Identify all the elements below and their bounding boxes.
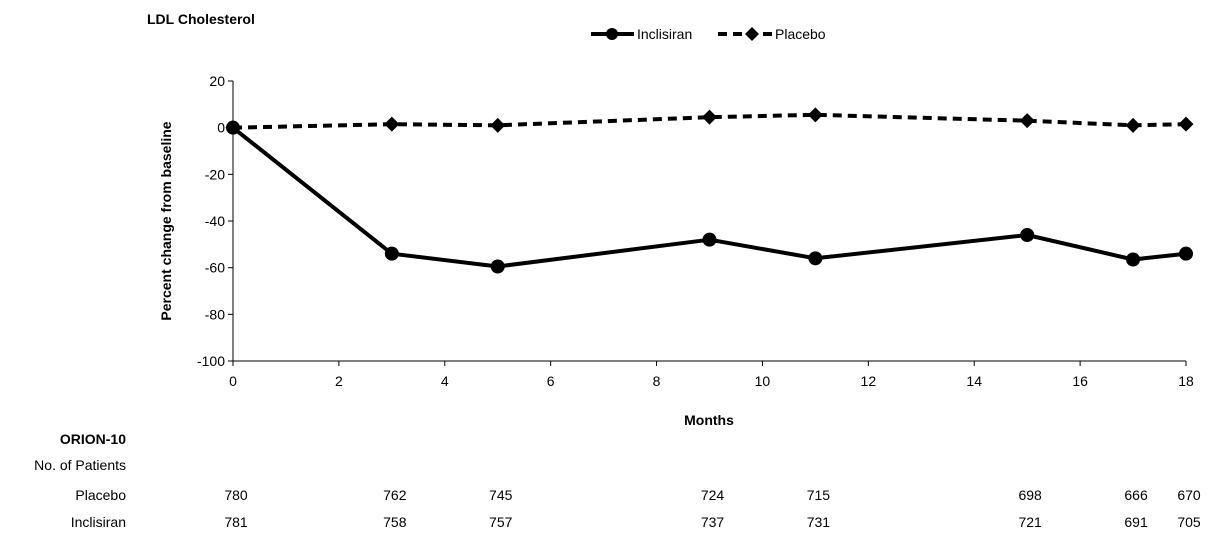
x-axis-label: Months xyxy=(684,412,734,428)
y-tick-label: -100 xyxy=(197,353,225,369)
table-cell-inclisiran: 691 xyxy=(1124,514,1148,530)
table-cell-placebo: 666 xyxy=(1124,487,1148,503)
point-inclisiran xyxy=(808,251,823,266)
x-tick-label: 10 xyxy=(755,373,771,389)
y-tick-label: 0 xyxy=(217,120,225,136)
x-tick-label: 16 xyxy=(1072,373,1088,389)
x-tick-label: 0 xyxy=(229,373,237,389)
table-cell-inclisiran: 705 xyxy=(1177,514,1201,530)
series-line-inclisiran xyxy=(231,126,1187,269)
point-placebo xyxy=(1125,117,1141,133)
point-placebo xyxy=(702,109,717,125)
point-placebo xyxy=(1178,116,1194,132)
point-placebo xyxy=(1019,113,1035,129)
y-axis-label: Percent change from baseline xyxy=(158,121,174,320)
point-inclisiran xyxy=(490,259,505,274)
table-study-label: ORION-10 xyxy=(60,431,126,447)
x-tick-label: 8 xyxy=(653,373,661,389)
x-tick-label: 4 xyxy=(441,373,449,389)
point-inclisiran xyxy=(1020,228,1035,242)
point-inclisiran xyxy=(226,120,240,135)
table-cell-inclisiran: 758 xyxy=(383,514,407,530)
point-placebo xyxy=(384,116,400,132)
table-cell-placebo: 780 xyxy=(224,487,248,503)
x-tick-label: 2 xyxy=(335,373,343,389)
point-inclisiran xyxy=(702,232,717,247)
table-cell-placebo: 670 xyxy=(1177,487,1201,503)
x-tick-label: 6 xyxy=(547,373,555,389)
legend-placebo-marker xyxy=(745,27,759,41)
x-tick-label: 14 xyxy=(966,373,982,389)
point-placebo xyxy=(807,107,823,123)
point-inclisiran xyxy=(384,246,399,261)
legend-placebo-label: Placebo xyxy=(775,26,826,42)
series-line-placebo xyxy=(232,112,1187,130)
table-header: No. of Patients xyxy=(34,457,126,473)
table-cell-inclisiran: 781 xyxy=(224,514,248,530)
table-row-label-inclisiran: Inclisiran xyxy=(71,514,126,530)
table-cell-inclisiran: 731 xyxy=(807,514,831,530)
table-cell-placebo: 762 xyxy=(383,487,407,503)
legend-inclisiran-marker xyxy=(606,28,618,40)
table-cell-inclisiran: 757 xyxy=(489,514,513,530)
point-placebo xyxy=(490,117,506,133)
legend-inclisiran-label: Inclisiran xyxy=(637,26,692,42)
table-cell-placebo: 715 xyxy=(807,487,831,503)
table-row-label-placebo: Placebo xyxy=(75,487,126,503)
table-cell-placebo: 698 xyxy=(1018,487,1042,503)
table-cell-inclisiran: 721 xyxy=(1018,514,1042,530)
point-inclisiran xyxy=(1179,246,1193,261)
y-tick-label: -20 xyxy=(205,166,225,182)
x-tick-label: 12 xyxy=(861,373,877,389)
chart-title: LDL Cholesterol xyxy=(147,11,255,27)
table-cell-inclisiran: 737 xyxy=(701,514,725,530)
y-tick-label: -40 xyxy=(205,213,225,229)
y-tick-label: 20 xyxy=(209,73,225,89)
table-cell-placebo: 745 xyxy=(489,487,513,503)
point-inclisiran xyxy=(1126,252,1141,267)
legend: Inclisiran Placebo xyxy=(591,26,826,42)
table-cell-placebo: 724 xyxy=(701,487,725,503)
y-tick-label: -80 xyxy=(205,306,225,322)
x-tick-label: 18 xyxy=(1178,373,1194,389)
y-tick-label: -60 xyxy=(205,260,225,276)
